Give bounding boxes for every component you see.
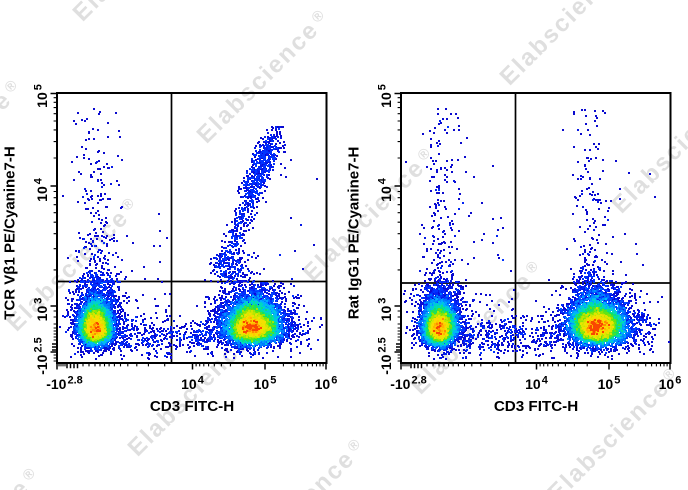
svg-text:Rat IgG1 PE/Cyanine7-H: Rat IgG1 PE/Cyanine7-H xyxy=(346,147,363,320)
svg-text:TCR Vβ1 PE/Cyanine7-H: TCR Vβ1 PE/Cyanine7-H xyxy=(2,146,19,319)
svg-text:CD3 FITC-H: CD3 FITC-H xyxy=(494,398,578,415)
svg-text:CD3 FITC-H: CD3 FITC-H xyxy=(150,398,234,415)
